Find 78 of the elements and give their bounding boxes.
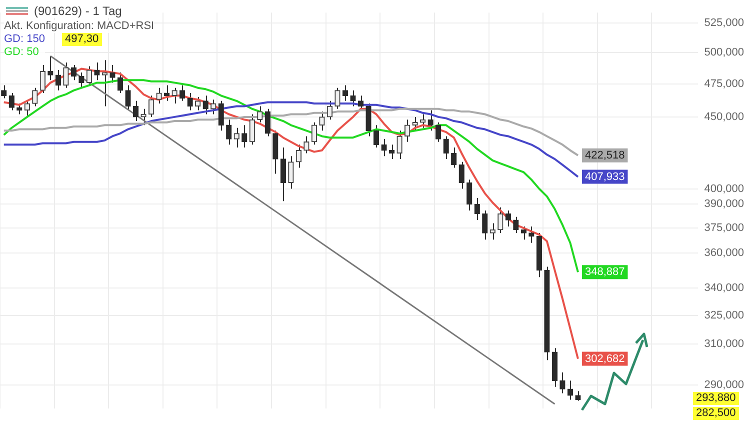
candlestick <box>443 136 449 160</box>
text: GD: 150 <box>4 33 45 46</box>
candlestick <box>187 92 193 111</box>
chart-title: (901629) - 1 Tag <box>34 4 122 18</box>
candlestick <box>458 161 464 190</box>
annotation: Akt. Konfiguration: MACD+RSI <box>4 20 154 33</box>
candlestick <box>24 100 30 116</box>
candlestick <box>110 64 116 84</box>
candlestick <box>280 147 286 202</box>
candlestick <box>172 87 178 104</box>
candlestick <box>366 103 372 137</box>
candlestick <box>234 127 240 148</box>
y-tick-label: 500,000 <box>704 46 744 59</box>
candlestick <box>528 226 534 244</box>
candlestick <box>125 84 131 111</box>
y-tick-label: 390,000 <box>704 198 744 210</box>
candlestick <box>242 124 248 148</box>
candlestick <box>388 144 395 160</box>
candlestick <box>373 124 380 148</box>
candlestick <box>560 372 566 394</box>
candlestick <box>520 226 527 240</box>
candlestick <box>264 108 270 137</box>
y-tick-label: 325,000 <box>704 309 744 322</box>
y-tick-label: 360,000 <box>704 247 744 260</box>
candlestick <box>132 100 139 122</box>
data-label: 302,682 <box>584 352 625 365</box>
candlestick <box>218 100 224 132</box>
candlestick <box>350 90 356 107</box>
y-tick-label: 525,000 <box>704 16 744 29</box>
text: GD: 50 <box>4 46 40 59</box>
candlestick <box>70 64 77 81</box>
candlestick <box>55 70 62 91</box>
y-tick-label: 340,000 <box>704 282 744 294</box>
annotation: 282,500 <box>693 407 739 420</box>
candlestick <box>296 144 302 168</box>
y-tick-label: 475,000 <box>704 78 744 90</box>
candlestick <box>334 87 340 110</box>
candlestick <box>94 62 100 81</box>
candlestick <box>358 95 364 111</box>
candlestick <box>32 87 38 107</box>
candlestick <box>428 110 434 132</box>
y-tick-label: 400,000 <box>704 182 744 195</box>
candlestick <box>474 197 480 221</box>
data-label: 407,933 <box>584 170 625 183</box>
y-tick-label: 375,000 <box>704 222 744 234</box>
candlestick <box>48 56 54 81</box>
candlestick <box>567 380 574 400</box>
candlestick <box>226 119 232 146</box>
candlestick <box>513 216 519 234</box>
candlestick <box>381 138 387 157</box>
candlestick <box>575 390 581 402</box>
candlestick <box>195 96 201 111</box>
candlestick <box>342 84 348 102</box>
candlestick <box>304 136 310 154</box>
y-tick-label: 450,000 <box>704 110 744 123</box>
data-label: 348,887 <box>584 266 625 278</box>
candlestick <box>164 84 170 102</box>
candlestick <box>179 84 186 102</box>
candlestick <box>505 210 511 227</box>
candlestick <box>466 179 472 211</box>
y-tick-label: 290,000 <box>704 378 744 391</box>
candlestick <box>117 72 124 94</box>
candlestick <box>16 103 22 115</box>
annotation: 293,880 <box>693 392 739 405</box>
data-label: 422,518 <box>584 149 625 162</box>
candlestick <box>404 119 410 142</box>
candlestick <box>482 210 488 240</box>
candlestick <box>451 147 457 168</box>
candlestick <box>396 130 402 160</box>
candlestick <box>78 72 84 88</box>
candlestick <box>1 84 7 99</box>
annotation: 497,30 <box>62 33 102 46</box>
candlestick <box>436 122 442 142</box>
candlestick <box>249 114 255 146</box>
candlestick <box>202 95 208 115</box>
candlestick <box>8 92 14 111</box>
y-tick-label: 310,000 <box>704 338 744 350</box>
candlestick <box>311 122 318 146</box>
